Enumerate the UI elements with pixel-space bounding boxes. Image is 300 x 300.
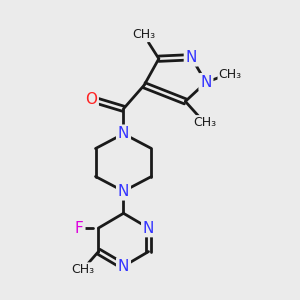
Text: N: N xyxy=(185,50,197,65)
Text: N: N xyxy=(118,126,129,141)
Text: N: N xyxy=(118,259,129,274)
Text: N: N xyxy=(118,184,129,199)
Text: CH₃: CH₃ xyxy=(72,263,95,276)
Text: CH₃: CH₃ xyxy=(218,68,242,80)
Text: N: N xyxy=(200,75,211,90)
Text: O: O xyxy=(85,92,97,107)
Text: CH₃: CH₃ xyxy=(132,28,155,41)
Text: CH₃: CH₃ xyxy=(193,116,216,129)
Text: N: N xyxy=(143,220,154,236)
Text: F: F xyxy=(75,220,84,236)
